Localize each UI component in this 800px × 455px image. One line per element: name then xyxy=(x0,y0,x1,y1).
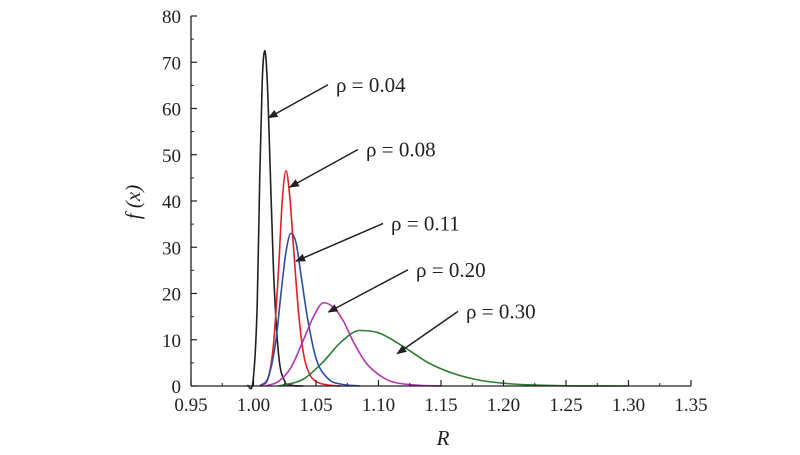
annotations: ρ = 0.04 ρ = 0.08 ρ = 0.11 ρ = 0.20 ρ = 0.30 xyxy=(267,73,536,355)
x-tick-label: 1.20 xyxy=(487,395,520,416)
annotation-label-4: ρ = 0.20 xyxy=(416,258,486,282)
x-tick-label: 1.15 xyxy=(424,395,457,416)
y-tick-label: 60 xyxy=(162,100,181,121)
annotation-arrow-1 xyxy=(267,84,329,119)
y-tick-label: 0 xyxy=(172,377,182,398)
annotation-label-5: ρ = 0.30 xyxy=(466,299,536,323)
annotation-arrow-4 xyxy=(327,269,409,313)
x-tick-label: 1.25 xyxy=(549,395,582,416)
y-axis-label: f (x) xyxy=(121,185,145,219)
annotation-label-2: ρ = 0.08 xyxy=(366,138,436,162)
x-tick-label: 1.35 xyxy=(674,395,707,416)
series-line-3 xyxy=(259,232,360,387)
x-tick-label: 1.30 xyxy=(612,395,645,416)
series-line-2 xyxy=(259,170,342,387)
annotation-label-1: ρ = 0.04 xyxy=(336,73,406,97)
y-tick-label: 70 xyxy=(162,53,181,74)
curves xyxy=(246,49,629,390)
annotation-label-3: ρ = 0.11 xyxy=(391,212,460,236)
x-tick-label: 0.95 xyxy=(174,395,207,416)
annotation-arrow-3 xyxy=(295,222,384,262)
series-line-1 xyxy=(246,49,304,390)
y-tick-label: 80 xyxy=(162,7,181,28)
x-axis-label: R xyxy=(436,426,450,450)
annotation-arrow-2 xyxy=(288,148,359,188)
y-tick-label: 20 xyxy=(162,285,181,306)
y-tick-label: 30 xyxy=(162,238,181,259)
x-tick-label: 1.05 xyxy=(299,395,332,416)
series-line-4 xyxy=(265,301,442,387)
x-tick-label: 1.00 xyxy=(237,395,270,416)
annotation-arrow-5 xyxy=(396,310,459,355)
y-tick-label: 40 xyxy=(162,192,181,213)
x-tick-label: 1.10 xyxy=(362,395,395,416)
y-tick-label: 50 xyxy=(162,146,181,167)
y-tick-label: 10 xyxy=(162,331,181,352)
axes: 0.95 1.00 1.05 1.10 1.15 1.20 1.25 1.30 1.35 0 10 2… xyxy=(162,7,708,416)
series-line-5 xyxy=(278,329,629,387)
